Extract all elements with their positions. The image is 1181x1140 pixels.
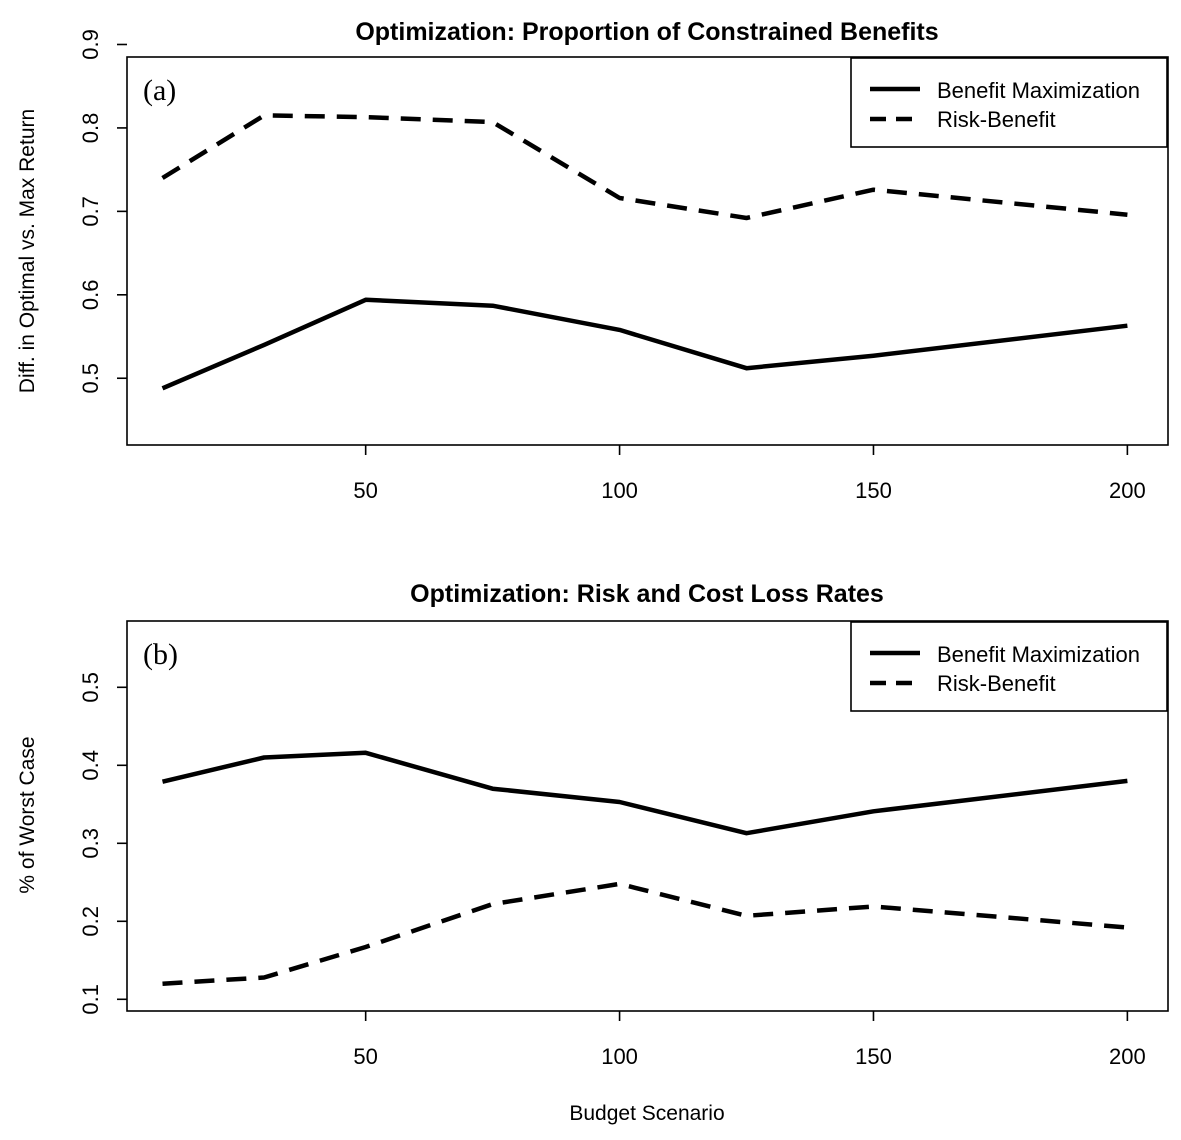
x-tick-label: 200 xyxy=(1109,1044,1146,1069)
x-tick-label: 50 xyxy=(353,478,377,503)
legend-box xyxy=(850,621,1168,712)
benefit-maximization-line xyxy=(161,750,1128,836)
y-tick-label: 0.1 xyxy=(78,984,103,1015)
series-layer xyxy=(161,113,1128,391)
legend: Benefit Maximization Risk-Benefit xyxy=(850,621,1168,712)
x-axis: 50 100 150 200 xyxy=(353,1011,1146,1069)
plot-frame xyxy=(126,620,1169,1012)
legend-label: Benefit Maximization xyxy=(937,642,1140,667)
y-axis-label: Diff. in Optimal vs. Max Return xyxy=(16,109,39,393)
legend-box xyxy=(850,57,1168,148)
y-axis: 0.1 0.2 0.3 0.4 0.5 xyxy=(78,672,127,1015)
benefit-maximization-line xyxy=(161,297,1128,391)
x-axis: 50 100 150 200 xyxy=(353,445,1146,503)
y-tick-label: 0.5 xyxy=(78,363,103,394)
y-tick-label: 0.3 xyxy=(78,828,103,859)
panel-a: Optimization: Proportion of Constrained … xyxy=(16,18,1169,503)
series-layer xyxy=(161,750,1128,986)
x-tick-label: 200 xyxy=(1109,478,1146,503)
legend-label: Benefit Maximization xyxy=(937,78,1140,103)
x-tick-label: 150 xyxy=(855,1044,892,1069)
risk-benefit-line xyxy=(161,113,1128,221)
plot-frame xyxy=(126,56,1169,446)
y-tick-label: 0.9 xyxy=(78,29,103,60)
y-tick-label: 0.5 xyxy=(78,672,103,703)
x-tick-label: 100 xyxy=(601,478,638,503)
y-tick-label: 0.2 xyxy=(78,906,103,937)
legend-label: Risk-Benefit xyxy=(937,107,1056,132)
x-tick-label: 100 xyxy=(601,1044,638,1069)
y-tick-label: 0.8 xyxy=(78,113,103,144)
risk-benefit-line xyxy=(162,881,1128,986)
legend-label: Risk-Benefit xyxy=(937,671,1056,696)
chart-title: Optimization: Risk and Cost Loss Rates xyxy=(410,580,884,608)
y-tick-label: 0.7 xyxy=(78,196,103,227)
panel-label: (b) xyxy=(143,638,178,671)
legend: Benefit Maximization Risk-Benefit xyxy=(850,57,1168,148)
panel-label: (a) xyxy=(143,74,176,107)
y-tick-label: 0.4 xyxy=(78,750,103,781)
y-axis-label: % of Worst Case xyxy=(16,736,39,893)
x-tick-label: 50 xyxy=(353,1044,377,1069)
y-tick-label: 0.6 xyxy=(78,280,103,311)
x-tick-label: 150 xyxy=(855,478,892,503)
panel-b: Optimization: Risk and Cost Loss Rates (… xyxy=(16,580,1169,1125)
chart-title: Optimization: Proportion of Constrained … xyxy=(355,18,938,46)
y-axis: 0.5 0.6 0.7 0.8 0.9 xyxy=(78,29,127,394)
x-axis-label: Budget Scenario xyxy=(569,1102,724,1125)
